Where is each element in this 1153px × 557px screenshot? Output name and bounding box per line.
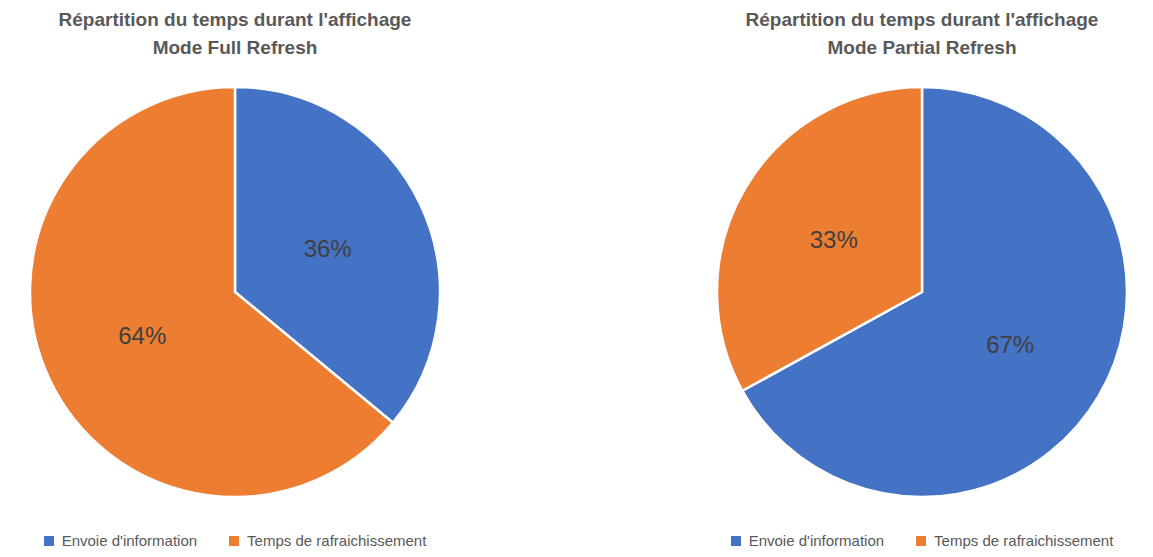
legend-item-envoie-information: Envoie d'information: [44, 532, 197, 549]
legend: Envoie d'information Temps de rafraichis…: [15, 532, 455, 549]
legend-item-envoie-information: Envoie d'information: [731, 532, 884, 549]
chart-title: Répartition du temps durant l'affichage …: [702, 6, 1142, 62]
legend-label: Temps de rafraichissement: [247, 532, 426, 549]
legend-marker-blue-icon: [44, 536, 54, 546]
legend: Envoie d'information Temps de rafraichis…: [702, 532, 1142, 549]
chart-title-line2: Mode Partial Refresh: [702, 34, 1142, 62]
chart-title-line1: Répartition du temps durant l'affichage: [15, 6, 455, 34]
legend-marker-blue-icon: [731, 536, 741, 546]
pie-chart-full-refresh: Répartition du temps durant l'affichage …: [15, 0, 455, 557]
legend-label: Temps de rafraichissement: [934, 532, 1113, 549]
pie-full-refresh: 36% 64%: [27, 84, 443, 500]
legend-label: Envoie d'information: [749, 532, 884, 549]
data-label: 67%: [986, 331, 1034, 358]
legend-item-temps-rafraichissement: Temps de rafraichissement: [916, 532, 1113, 549]
data-label: 33%: [810, 226, 858, 253]
data-label: 64%: [118, 322, 166, 349]
legend-label: Envoie d'information: [62, 532, 197, 549]
chart-title-line1: Répartition du temps durant l'affichage: [702, 6, 1142, 34]
legend-marker-orange-icon: [229, 536, 239, 546]
legend-marker-orange-icon: [916, 536, 926, 546]
pie-partial-refresh: 67% 33%: [714, 84, 1130, 500]
chart-title: Répartition du temps durant l'affichage …: [15, 6, 455, 62]
chart-title-line2: Mode Full Refresh: [15, 34, 455, 62]
legend-item-temps-rafraichissement: Temps de rafraichissement: [229, 532, 426, 549]
pie-chart-partial-refresh: Répartition du temps durant l'affichage …: [702, 0, 1142, 557]
data-label: 36%: [304, 235, 352, 262]
